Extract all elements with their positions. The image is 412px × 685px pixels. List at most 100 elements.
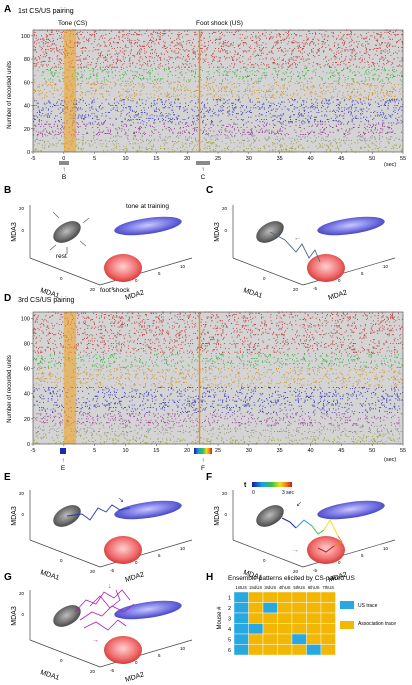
unit-spike-train	[36, 102, 399, 104]
unit-spike-train	[38, 348, 404, 349]
marker-e-label: E	[61, 465, 66, 472]
unit-spike-train	[55, 312, 399, 314]
trajectory-arrow-icon: ↙	[296, 501, 302, 508]
unit-spike-train	[39, 340, 396, 342]
unit-spike-train	[36, 400, 388, 402]
unit-spike-train	[35, 432, 389, 434]
table-cell	[233, 612, 249, 624]
panel-d: D 3rd CS/US pairing Number of recorded u…	[4, 293, 406, 472]
table-cell	[306, 602, 322, 614]
tick-z-20: 20	[19, 591, 25, 596]
table-cell	[277, 644, 293, 656]
panel-letter-e: E	[4, 472, 11, 483]
table-cell	[262, 644, 278, 656]
unit-spike-train	[34, 31, 395, 33]
unit-spike-train	[47, 30, 403, 32]
y-tick-label: 80	[24, 57, 30, 63]
tick-x-20: 20	[90, 669, 96, 674]
unit-spike-train	[32, 337, 401, 339]
tick-y-10: 10	[180, 264, 186, 269]
y-tick-label: 100	[21, 316, 30, 322]
tick-y-5: 5	[158, 271, 161, 276]
unit-spike-train	[51, 87, 402, 89]
x-tick-label: -5	[31, 448, 36, 454]
unit-spike-train	[37, 123, 397, 125]
unit-spike-train	[37, 62, 393, 63]
table-cell	[248, 602, 264, 614]
unit-spike-train	[57, 33, 391, 34]
rest-label: rest	[56, 253, 67, 260]
table-cell	[233, 633, 249, 645]
y-tick-label: 40	[24, 104, 30, 110]
trajectory-arrow-icon: ↓	[108, 583, 112, 590]
unit-spike-train	[38, 407, 395, 408]
tick-y-0: 0	[338, 278, 341, 283]
table-cell	[277, 602, 293, 614]
colorbar-min-label: 0	[252, 490, 255, 496]
x-tick-label: 15	[153, 448, 159, 454]
rest-cluster	[256, 505, 284, 527]
unit-spike-train	[36, 64, 400, 66]
unit-spike-train	[37, 316, 399, 318]
table-cell	[233, 644, 249, 656]
x-tick-label: 25	[215, 156, 221, 162]
unit-spike-train	[36, 413, 402, 415]
tick-z-0: 0	[21, 612, 24, 617]
y-tick-label: 0	[27, 150, 30, 156]
table-cell	[233, 591, 249, 603]
unit-spike-train	[38, 109, 403, 111]
tick-x-20: 20	[90, 287, 96, 292]
legend-us-label: US trace	[358, 603, 378, 609]
unit-spike-train	[47, 381, 401, 383]
unit-spike-train	[66, 403, 396, 405]
axis-mda3-label: MDA3	[214, 506, 221, 526]
unit-spike-train	[56, 385, 397, 387]
row-header: 3	[228, 616, 231, 622]
unit-spike-train	[47, 334, 402, 336]
unit-spike-train	[51, 399, 403, 401]
raster-a-yticks: 0 20 40 60 80 100	[21, 34, 33, 156]
tick-y-m5: -5	[110, 568, 114, 573]
trajectory-arrow-icon: ↘	[118, 497, 124, 504]
panel-letter-a: A	[4, 4, 11, 15]
axis-mda2-label: MDA2	[327, 289, 348, 302]
unit-spike-train	[42, 113, 399, 115]
unit-spike-train	[41, 398, 400, 400]
unit-spike-train	[40, 55, 392, 56]
unit-spike-train	[32, 67, 385, 69]
unit-spike-train	[33, 117, 397, 119]
unit-spike-train	[51, 127, 391, 128]
unit-spike-train	[40, 326, 403, 328]
unit-spike-train	[37, 86, 396, 88]
tick-z-20: 20	[19, 206, 25, 211]
tick-z-0: 0	[21, 512, 24, 517]
panel-a-title: 1st CS/US pairing	[18, 8, 74, 15]
unit-spike-train	[38, 66, 394, 68]
marker-c-label: C	[201, 174, 206, 181]
unit-spike-train	[35, 37, 384, 39]
axis-mda2-label: MDA2	[124, 671, 145, 684]
cs-tone-band	[63, 30, 77, 152]
tone-cluster	[114, 600, 182, 620]
tone-cluster	[317, 500, 385, 520]
axis-x-line	[232, 539, 304, 568]
unit-spike-train	[46, 95, 396, 97]
table-cell	[291, 591, 307, 603]
table-cell	[306, 644, 322, 656]
table-cell	[320, 612, 336, 624]
unit-spike-train	[36, 51, 396, 53]
table-cell	[306, 623, 322, 635]
tick-y-10: 10	[383, 546, 389, 551]
unit-spike-train	[45, 80, 403, 82]
panel-g: G MDA3 MDA1 MDA2 0 20 0 20 -5 0 5 10 ↓ →	[4, 572, 193, 684]
tick-z-0: 0	[21, 228, 24, 233]
unit-spike-train	[36, 346, 396, 348]
shock-cluster	[104, 636, 142, 664]
unit-spike-train	[36, 59, 403, 61]
x-tick-label: 5	[93, 448, 96, 454]
tick-x-0: 0	[60, 658, 63, 663]
shock-cluster	[104, 536, 142, 564]
panel-d-title: 3rd CS/US pairing	[18, 297, 75, 304]
unit-spike-train	[39, 361, 400, 363]
